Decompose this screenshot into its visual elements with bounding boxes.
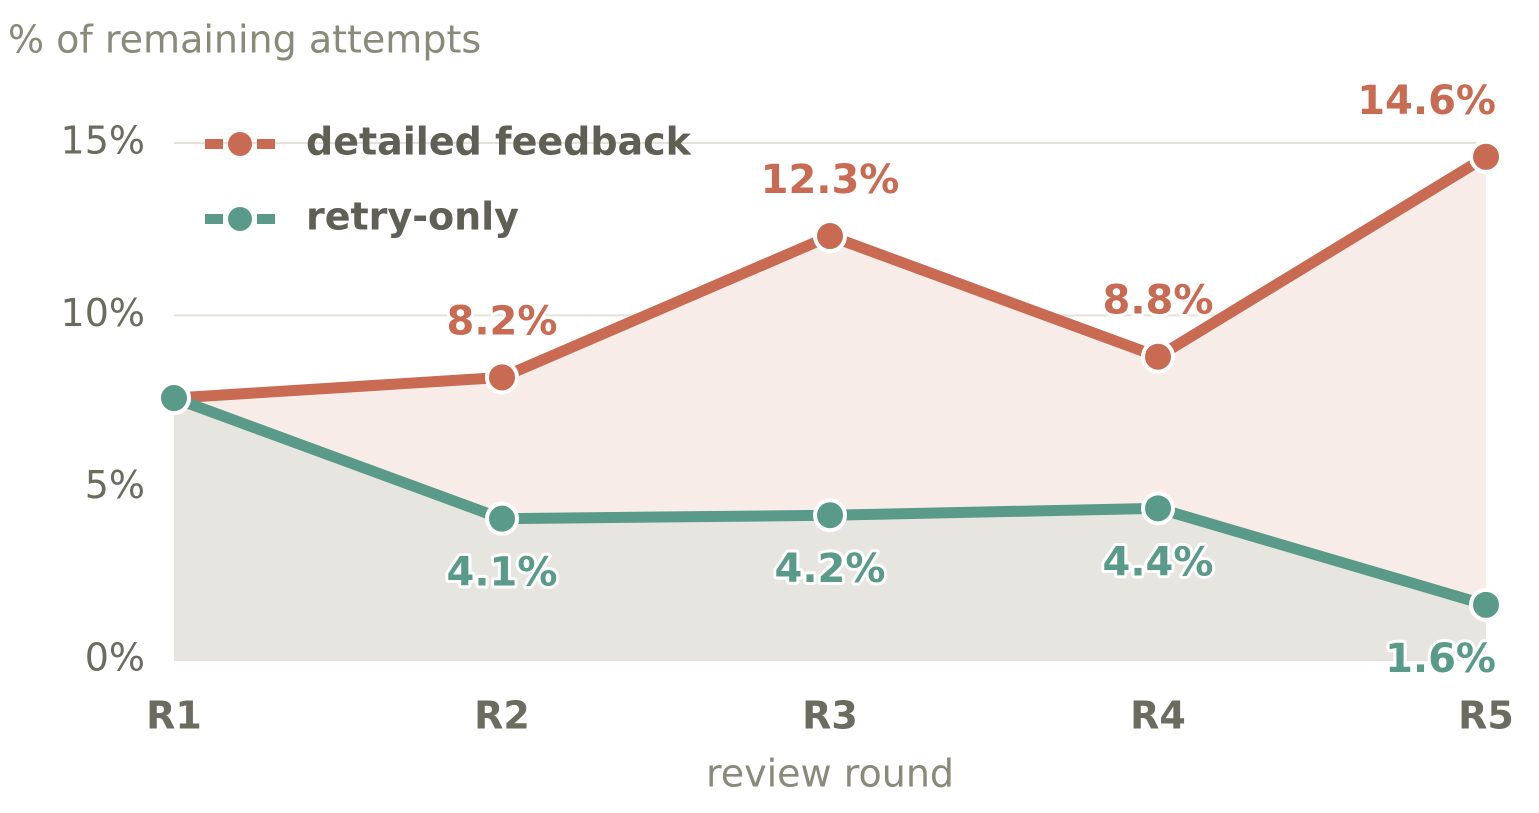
x-tick-label: R3 bbox=[802, 694, 858, 738]
value-label: 4.2% bbox=[775, 546, 886, 592]
value-label: 12.3% bbox=[761, 157, 900, 203]
point bbox=[813, 498, 847, 533]
point bbox=[1469, 587, 1503, 622]
point bbox=[1141, 339, 1175, 374]
point bbox=[1469, 139, 1503, 174]
value-label: 8.8% bbox=[1103, 278, 1214, 324]
legend-marker bbox=[228, 132, 252, 156]
legend-marker bbox=[228, 207, 252, 231]
x-axis-title: review round bbox=[706, 752, 954, 796]
y-tick-label: 15% bbox=[61, 119, 145, 163]
legend-label: detailed feedback bbox=[306, 120, 692, 164]
x-tick-label: R4 bbox=[1130, 694, 1186, 738]
point bbox=[485, 360, 519, 395]
y-axis-title: % of remaining attempts bbox=[8, 18, 481, 62]
value-label: 4.4% bbox=[1103, 539, 1214, 585]
value-label: 1.6% bbox=[1385, 636, 1496, 682]
x-tick-label: R5 bbox=[1458, 694, 1514, 738]
x-tick-label: R2 bbox=[474, 694, 530, 738]
legend-label: retry-only bbox=[306, 195, 519, 239]
point bbox=[1141, 491, 1175, 526]
y-tick-label: 10% bbox=[61, 291, 145, 335]
value-label: 4.1% bbox=[447, 550, 558, 596]
value-label: 8.2% bbox=[447, 298, 558, 344]
point bbox=[813, 219, 847, 254]
y-tick-label: 5% bbox=[85, 463, 145, 507]
point bbox=[157, 381, 191, 416]
x-tick-label: R1 bbox=[146, 694, 202, 738]
y-tick-label: 0% bbox=[85, 636, 145, 680]
point bbox=[485, 501, 519, 536]
value-label: 14.6% bbox=[1357, 78, 1496, 124]
